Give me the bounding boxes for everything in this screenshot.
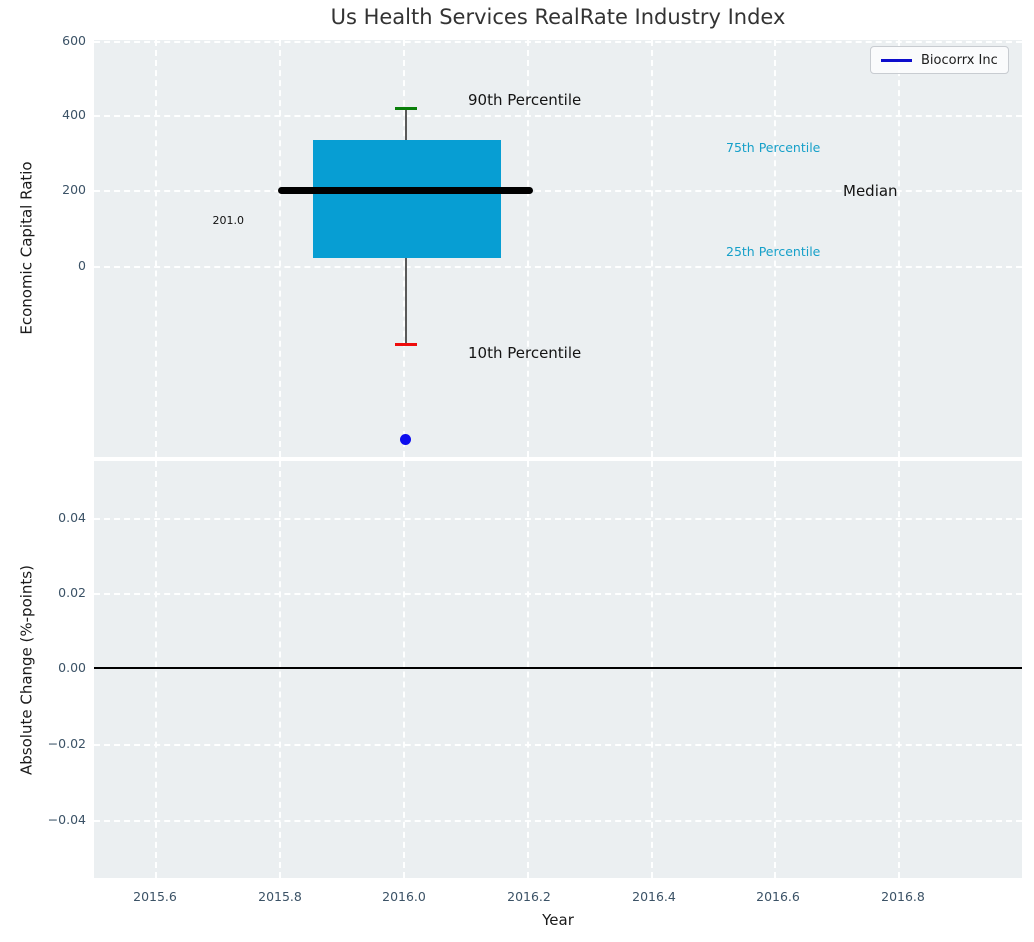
ytick-label: −0.04: [47, 812, 86, 827]
gridline-v: [898, 40, 900, 457]
gridline-v: [898, 461, 900, 878]
gridline-h: [94, 266, 1022, 268]
median-line: [278, 187, 533, 194]
xtick-label: 2016.6: [756, 889, 800, 904]
median-value-label: 201.0: [212, 214, 245, 227]
top-plot-area: 201.0 90th Percentile 75th Percentile Me…: [94, 40, 1022, 457]
gridline-v: [155, 461, 157, 878]
ytick-label: 200: [62, 182, 86, 197]
legend-label: Biocorrx Inc: [921, 52, 998, 68]
xtick-label: 2016.8: [881, 889, 925, 904]
p10-cap: [395, 343, 417, 346]
xtick-label: 2016.2: [507, 889, 551, 904]
gridline-h: [94, 190, 1022, 192]
top-y-axis-label: Economic Capital Ratio: [17, 161, 36, 335]
gridline-h: [94, 115, 1022, 117]
p75-label: 75th Percentile: [726, 140, 821, 155]
gridline-v: [774, 40, 776, 457]
p90-cap: [395, 107, 417, 110]
gridline-v: [155, 40, 157, 457]
percentile-box: [313, 140, 501, 258]
zero-line: [94, 667, 1022, 669]
gridline-h: [94, 593, 1022, 595]
gridline-v: [279, 40, 281, 457]
p90-label: 90th Percentile: [468, 91, 582, 109]
bottom-plot-area: [94, 461, 1022, 878]
gridline-v: [279, 461, 281, 878]
ytick-label: 400: [62, 107, 86, 122]
median-label: Median: [843, 182, 898, 200]
ytick-label: 0.02: [58, 585, 86, 600]
p10-label: 10th Percentile: [468, 344, 582, 362]
p25-label: 25th Percentile: [726, 244, 821, 259]
ytick-label: 0.04: [58, 510, 86, 525]
ytick-label: 600: [62, 33, 86, 48]
gridline-v: [651, 461, 653, 878]
xtick-label: 2016.0: [382, 889, 426, 904]
legend-line-sample: [881, 58, 912, 62]
bottom-y-axis-label: Absolute Change (%-points): [17, 565, 36, 775]
xtick-label: 2015.6: [133, 889, 177, 904]
gridline-v: [527, 40, 529, 457]
ytick-label: 0.00: [58, 660, 86, 675]
gridline-h: [94, 41, 1022, 43]
xtick-label: 2015.8: [258, 889, 302, 904]
ytick-label: 0: [78, 258, 86, 273]
gridline-v: [774, 461, 776, 878]
ytick-label: −0.02: [47, 736, 86, 751]
gridline-v: [651, 40, 653, 457]
company-point: [400, 434, 411, 445]
xtick-label: 2016.4: [632, 889, 676, 904]
gridline-h: [94, 744, 1022, 746]
gridline-v: [527, 461, 529, 878]
legend: Biocorrx Inc: [870, 46, 1009, 74]
x-axis-label: Year: [542, 911, 574, 929]
gridline-h: [94, 518, 1022, 520]
chart-title: Us Health Services RealRate Industry Ind…: [330, 5, 786, 29]
gridline-v: [403, 461, 405, 878]
gridline-h: [94, 820, 1022, 822]
